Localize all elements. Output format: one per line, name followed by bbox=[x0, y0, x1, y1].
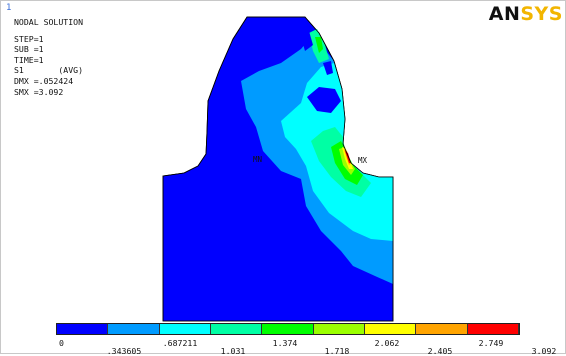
contour-pocket-1 bbox=[323, 61, 333, 75]
logo-part-an: AN bbox=[488, 3, 521, 25]
window-number: 1 bbox=[6, 3, 12, 13]
info-line-result: S1 (AVG) bbox=[14, 65, 84, 76]
logo-part-sys: SYS bbox=[520, 3, 563, 25]
info-line-smx: SMX =3.092 bbox=[14, 86, 64, 97]
min-node-label: MN bbox=[253, 155, 263, 164]
info-line-dmx: DMX =.052424 bbox=[14, 75, 74, 86]
max-node-label: MX bbox=[358, 156, 368, 165]
info-line-title: NODAL SOLUTION bbox=[14, 17, 84, 27]
info-line-time: TIME=1 bbox=[14, 54, 44, 65]
solution-info-block: NODAL SOLUTION STEP=1 SUB =1 TIME=1 S1 (… bbox=[14, 17, 83, 97]
model-outline bbox=[162, 16, 394, 322]
ansys-logo: ANSYS bbox=[489, 3, 563, 25]
contour-band-4b bbox=[315, 37, 323, 53]
info-line-step: STEP=1 bbox=[14, 33, 44, 44]
contour-pocket-0 bbox=[307, 87, 341, 113]
contour-pocket-2 bbox=[301, 31, 313, 51]
info-line-sub: SUB =1 bbox=[14, 44, 44, 55]
